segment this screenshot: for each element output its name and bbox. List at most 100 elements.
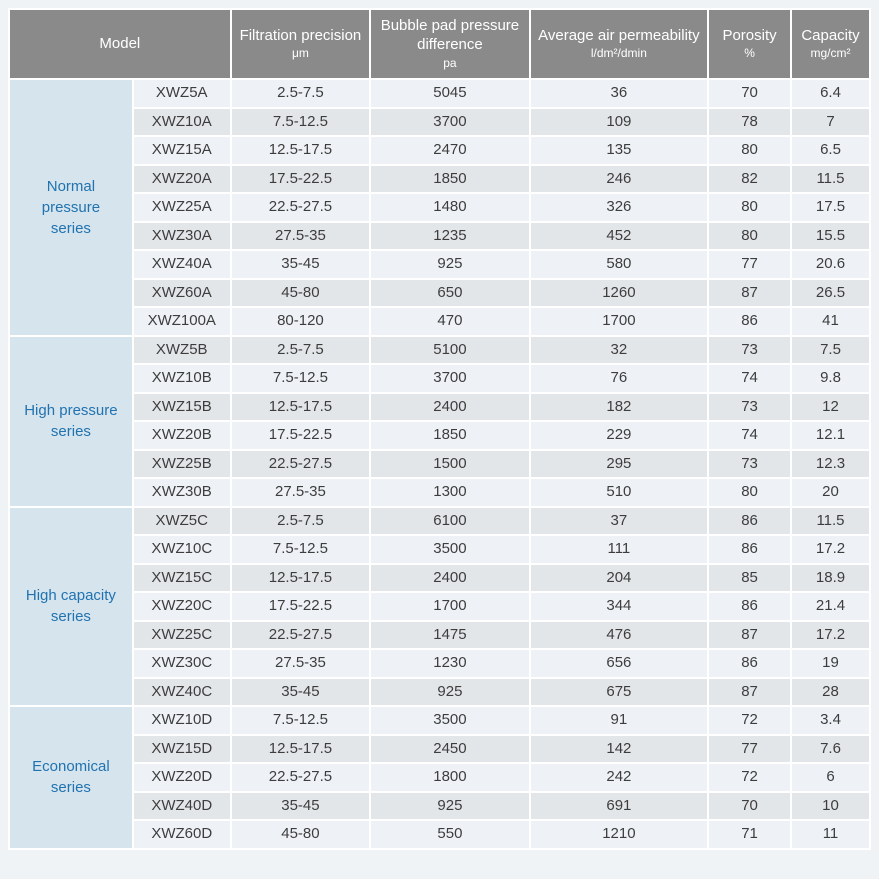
- model-cell: XWZ15A: [133, 137, 230, 164]
- capacity-cell: 19: [791, 650, 869, 677]
- table-row: XWZ10B 7.5-12.5 3700 76 74 9.8: [10, 365, 869, 392]
- table-row: XWZ60A 45-80 650 1260 87 26.5: [10, 279, 869, 306]
- porosity-cell: 82: [709, 165, 790, 192]
- filtration-precision-cell: 7.5-12.5: [231, 707, 370, 734]
- porosity-cell: 73: [709, 336, 790, 363]
- filtration-precision-cell: 80-120: [231, 308, 370, 335]
- porosity-cell: 86: [709, 507, 790, 534]
- table-row: XWZ40A 35-45 925 580 77 20.6: [10, 251, 869, 278]
- porosity-cell: 87: [709, 279, 790, 306]
- filtration-precision-cell: 17.5-22.5: [231, 165, 370, 192]
- model-cell: XWZ10C: [133, 536, 230, 563]
- table-row: XWZ40D 35-45 925 691 70 10: [10, 792, 869, 819]
- filtration-precision-cell: 22.5-27.5: [231, 621, 370, 648]
- table-row: XWZ15D 12.5-17.5 2450 142 77 7.6: [10, 735, 869, 762]
- pressure-difference-cell: 3500: [371, 707, 529, 734]
- porosity-cell: 73: [709, 393, 790, 420]
- air-permeability-cell: 36: [530, 80, 708, 107]
- model-cell: XWZ20C: [133, 593, 230, 620]
- capacity-cell: 12.1: [791, 422, 869, 449]
- filtration-precision-cell: 35-45: [231, 678, 370, 705]
- capacity-cell: 20: [791, 479, 869, 506]
- column-title: Porosity: [722, 26, 777, 44]
- filtration-precision-cell: 17.5-22.5: [231, 593, 370, 620]
- pressure-difference-cell: 1500: [371, 450, 529, 477]
- capacity-cell: 17.5: [791, 194, 869, 221]
- column-unit: l/dm²/dmin: [590, 46, 647, 61]
- table-row: XWZ25B 22.5-27.5 1500 295 73 12.3: [10, 450, 869, 477]
- table-row: XWZ40C 35-45 925 675 87 28: [10, 678, 869, 705]
- filtration-precision-cell: 22.5-27.5: [231, 450, 370, 477]
- filtration-precision-cell: 22.5-27.5: [231, 194, 370, 221]
- porosity-cell: 86: [709, 650, 790, 677]
- porosity-cell: 70: [709, 792, 790, 819]
- capacity-cell: 21.4: [791, 593, 869, 620]
- model-cell: XWZ15D: [133, 735, 230, 762]
- table-row: XWZ25C 22.5-27.5 1475 476 87 17.2: [10, 621, 869, 648]
- capacity-cell: 6.4: [791, 80, 869, 107]
- filtration-precision-cell: 2.5-7.5: [231, 336, 370, 363]
- filtration-precision-cell: 27.5-35: [231, 650, 370, 677]
- pressure-difference-cell: 925: [371, 678, 529, 705]
- capacity-cell: 9.8: [791, 365, 869, 392]
- capacity-cell: 15.5: [791, 222, 869, 249]
- pressure-difference-cell: 650: [371, 279, 529, 306]
- column-unit: pa: [443, 55, 457, 70]
- filtration-precision-cell: 12.5-17.5: [231, 137, 370, 164]
- model-cell: XWZ25B: [133, 450, 230, 477]
- pressure-difference-cell: 1850: [371, 165, 529, 192]
- capacity-cell: 10: [791, 792, 869, 819]
- model-cell: XWZ10A: [133, 108, 230, 135]
- porosity-cell: 87: [709, 678, 790, 705]
- pressure-difference-cell: 550: [371, 821, 529, 848]
- capacity-cell: 6.5: [791, 137, 869, 164]
- table-row: XWZ10A 7.5-12.5 3700 109 78 7: [10, 108, 869, 135]
- column-header-model: Model: [10, 10, 230, 78]
- filtration-precision-cell: 45-80: [231, 821, 370, 848]
- model-cell: XWZ15B: [133, 393, 230, 420]
- air-permeability-cell: 135: [530, 137, 708, 164]
- series-label-cell: High pressure series: [10, 336, 132, 506]
- air-permeability-cell: 452: [530, 222, 708, 249]
- product-spec-table: Model Filtration precision μm Bubble pad pr…: [8, 8, 871, 850]
- capacity-cell: 17.2: [791, 621, 869, 648]
- porosity-cell: 72: [709, 764, 790, 791]
- filtration-precision-cell: 12.5-17.5: [231, 564, 370, 591]
- porosity-cell: 74: [709, 422, 790, 449]
- air-permeability-cell: 510: [530, 479, 708, 506]
- air-permeability-cell: 109: [530, 108, 708, 135]
- air-permeability-cell: 229: [530, 422, 708, 449]
- filtration-precision-cell: 12.5-17.5: [231, 735, 370, 762]
- porosity-cell: 72: [709, 707, 790, 734]
- filtration-precision-cell: 22.5-27.5: [231, 764, 370, 791]
- pressure-difference-cell: 1480: [371, 194, 529, 221]
- air-permeability-cell: 1260: [530, 279, 708, 306]
- pressure-difference-cell: 1235: [371, 222, 529, 249]
- air-permeability-cell: 242: [530, 764, 708, 791]
- column-title: Average air permeability: [538, 26, 700, 44]
- table-row: XWZ10C 7.5-12.5 3500 111 86 17.2: [10, 536, 869, 563]
- filtration-precision-cell: 7.5-12.5: [231, 365, 370, 392]
- capacity-cell: 12: [791, 393, 869, 420]
- air-permeability-cell: 204: [530, 564, 708, 591]
- pressure-difference-cell: 5045: [371, 80, 529, 107]
- table-row: XWZ20C 17.5-22.5 1700 344 86 21.4: [10, 593, 869, 620]
- capacity-cell: 11: [791, 821, 869, 848]
- table-row: Economical series XWZ10D 7.5-12.5 3500 91 72 3…: [10, 707, 869, 848]
- porosity-cell: 80: [709, 194, 790, 221]
- table-row: XWZ60D 45-80 550 1210 71 11: [10, 821, 869, 848]
- filtration-precision-cell: 35-45: [231, 251, 370, 278]
- pressure-difference-cell: 1300: [371, 479, 529, 506]
- porosity-cell: 86: [709, 593, 790, 620]
- air-permeability-cell: 142: [530, 735, 708, 762]
- model-cell: XWZ20A: [133, 165, 230, 192]
- column-unit: %: [744, 46, 755, 61]
- air-permeability-cell: 675: [530, 678, 708, 705]
- filtration-precision-cell: 7.5-12.5: [231, 108, 370, 135]
- table-row: XWZ30B 27.5-35 1300 510 80 20: [10, 479, 869, 506]
- porosity-cell: 71: [709, 821, 790, 848]
- table-row: XWZ15C 12.5-17.5 2400 204 85 18.9: [10, 564, 869, 591]
- table-row: XWZ15B 12.5-17.5 2400 182 73 12: [10, 393, 869, 420]
- porosity-cell: 80: [709, 222, 790, 249]
